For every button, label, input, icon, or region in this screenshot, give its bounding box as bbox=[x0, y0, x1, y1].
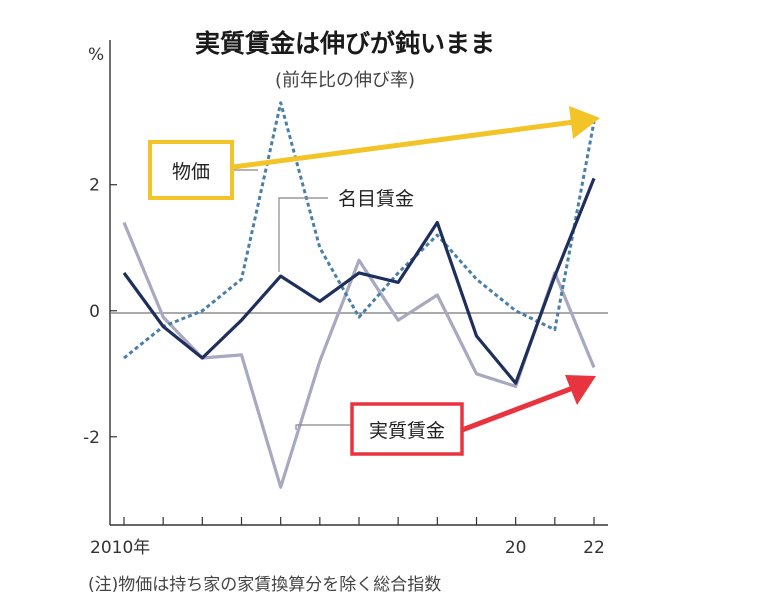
price-arrow-head bbox=[569, 106, 600, 139]
x-tick-label: 20 bbox=[505, 538, 527, 558]
y-tick-label: 0 bbox=[89, 302, 100, 322]
y-tick-label: -2 bbox=[83, 428, 100, 448]
real-wage-arrow-head bbox=[565, 375, 596, 405]
price-line bbox=[123, 101, 596, 360]
chart-subtitle: (前年比の伸び率) bbox=[275, 70, 415, 91]
nominal-wage-leader-line bbox=[278, 197, 328, 272]
y-tick-label: 2 bbox=[89, 176, 100, 196]
price-arrow-line bbox=[232, 119, 575, 170]
real-wage-arrow-line bbox=[461, 385, 574, 433]
nominal-wage-label: 名目賃金 bbox=[338, 188, 414, 210]
y-unit-label: % bbox=[88, 45, 104, 65]
chart-title: 実質賃金は伸びが鈍いまま bbox=[195, 29, 495, 58]
real-wage-label-box bbox=[350, 402, 464, 456]
x-tick-label: 2010年 bbox=[90, 538, 150, 558]
footnote: (注)物価は持ち家の家賃換算分を除く総合指数 bbox=[88, 575, 441, 595]
price-label-box bbox=[148, 140, 234, 200]
real-wage-label: 実質賃金 bbox=[369, 420, 445, 442]
nominal-wage-line bbox=[122, 177, 596, 385]
x-tick-label: 22 bbox=[583, 538, 605, 558]
real-wage-leader-line bbox=[295, 424, 352, 430]
price-label: 物価 bbox=[172, 161, 210, 183]
